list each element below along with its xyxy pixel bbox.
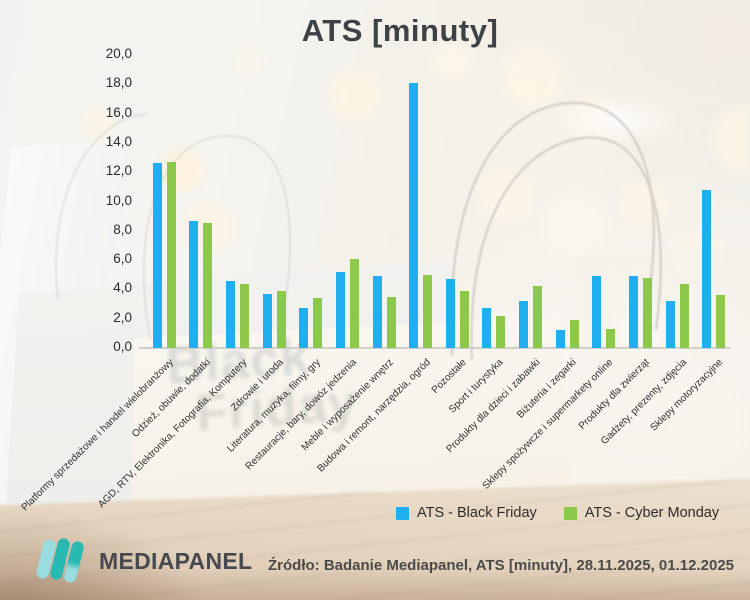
bar-cyber-monday [496, 315, 506, 348]
x-axis-labels: Platformy sprzedażowe i handel wielobran… [20, 351, 732, 521]
bar-black-friday [299, 308, 309, 348]
bar-cyber-monday [276, 290, 286, 348]
bar-black-friday [702, 189, 712, 348]
bar-black-friday [555, 330, 565, 348]
y-axis-tick: 6,0 [113, 251, 132, 267]
mediapanel-wordmark: MEDIAPANEL [99, 548, 253, 574]
bar-black-friday [262, 293, 272, 348]
bar-cyber-monday [642, 277, 652, 348]
y-axis-tick: 18,0 [105, 75, 132, 91]
bar-cyber-monday [679, 283, 689, 348]
bar-black-friday [519, 301, 529, 348]
x-axis-line [139, 347, 730, 349]
bar-black-friday [152, 163, 162, 348]
x-axis-label: Sklepy spożywcze i supermarkety online [480, 357, 616, 492]
y-axis-tick: 10,0 [105, 192, 132, 208]
x-axis-label: Platformy sprzedażowe i handel wielobran… [19, 357, 177, 514]
bar-cyber-monday [240, 283, 250, 348]
chart-legend: ATS - Black Friday ATS - Cyber Monday [396, 505, 719, 521]
bar-cyber-monday [203, 223, 213, 348]
bar-cyber-monday [166, 161, 176, 348]
bar-black-friday [409, 82, 419, 348]
y-axis-tick: 16,0 [105, 104, 132, 120]
y-axis-tick: 4,0 [113, 280, 132, 296]
y-axis-ticks: 0,0 2,0 4,0 6,0 8,0 10,0 12,0 14,0 16,0 18,0 20,0 [72, 46, 132, 354]
legend-label-cyber-monday: ATS - Cyber Monday [584, 505, 720, 521]
bar-cyber-monday [569, 320, 579, 348]
bar-black-friday [628, 276, 638, 348]
y-axis-tick: 14,0 [105, 133, 132, 149]
x-axis-label: Sklepy motoryzacyjne [648, 357, 726, 434]
bar-cyber-monday [423, 274, 433, 348]
y-axis-tick: 2,0 [113, 309, 132, 325]
bar-cyber-monday [459, 290, 469, 348]
y-axis-tick: 8,0 [113, 221, 132, 237]
source-caption: Źródło: Badanie Mediapanel, ATS [minuty]… [268, 557, 735, 574]
legend-item-cyber-monday: ATS - Cyber Monday [563, 505, 720, 521]
bar-cyber-monday [533, 286, 543, 348]
shadow-bottom-left [0, 505, 210, 600]
bar-black-friday [226, 280, 236, 348]
blue-square-icon [396, 506, 409, 520]
bar-black-friday [445, 279, 455, 348]
x-axis-label: Produkty dla zwierząt [577, 357, 653, 432]
green-square-icon [563, 506, 577, 520]
bar-cyber-monday [386, 296, 396, 348]
chart-title: ATS [minuty] [301, 13, 499, 48]
bar-black-friday [335, 271, 345, 348]
legend-item-black-friday: ATS - Black Friday [396, 505, 537, 521]
bar-black-friday [372, 276, 382, 348]
y-axis-tick: 0,0 [113, 339, 132, 354]
bar-cyber-monday [349, 258, 359, 348]
y-axis-tick: 12,0 [105, 163, 132, 179]
legend-label-black-friday: ATS - Black Friday [417, 505, 537, 521]
bar-black-friday [482, 308, 492, 348]
bar-cyber-monday [313, 298, 323, 348]
bar-black-friday [592, 276, 602, 348]
mediapanel-logo-icon [36, 538, 84, 583]
bar-black-friday [665, 301, 675, 348]
plot-area [146, 55, 732, 348]
bar-cyber-monday [716, 295, 726, 348]
x-axis-label: AGD, RTV, Elektronika, Fotografia, Kompu… [96, 357, 250, 511]
bar-black-friday [189, 220, 199, 348]
bar-cyber-monday [606, 328, 616, 348]
shadow-bottom-edge [0, 568, 750, 600]
y-axis-tick: 20,0 [105, 46, 132, 61]
